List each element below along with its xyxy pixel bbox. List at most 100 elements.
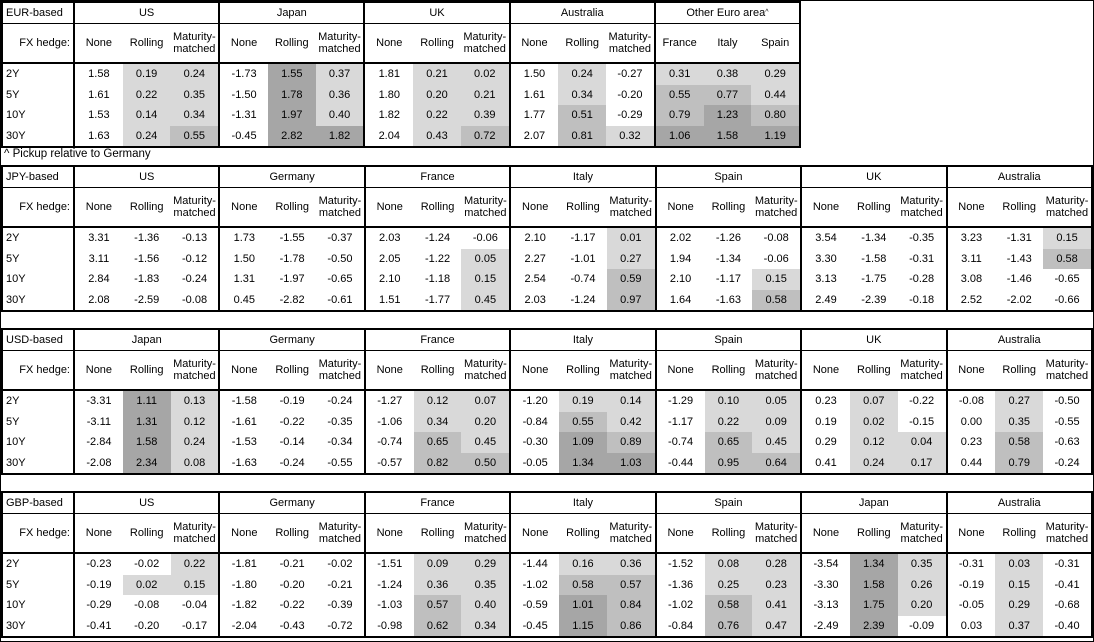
value-cell: 0.59 — [606, 269, 655, 290]
group-values-germany: -1.53 -0.14 -0.34 — [218, 432, 363, 453]
group-values-italy: 2.10 -1.17 0.01 — [509, 228, 655, 249]
data-row-30y: 30Y 1.63 0.24 0.55 -0.45 2.82 1.82 2.04 0.43 0.72… — [3, 125, 800, 146]
group-name: Germany — [269, 334, 315, 346]
footnote-text: Pickup relative to Germany — [12, 148, 151, 160]
value-cell: -1.34 — [861, 232, 887, 245]
value-cell: -1.17 — [668, 415, 694, 428]
value-cell: 1.58 — [88, 68, 110, 81]
col-header-rolling: Rolling — [566, 364, 600, 376]
value-cell: -0.74 — [377, 436, 403, 449]
col-header-maturity-matched: Maturity-matched — [609, 195, 653, 219]
group-values-japan: -2.08 2.34 0.08 — [73, 452, 219, 473]
row-label: 10Y — [6, 599, 26, 612]
group-values-us: -0.41 -0.20 -0.17 — [73, 615, 218, 636]
value-cell: 0.02 — [460, 64, 509, 85]
col-header-spain: Spain — [761, 37, 790, 49]
value-cell: -0.17 — [181, 619, 208, 632]
value-cell: 0.19 — [815, 415, 837, 428]
value-cell: 0.55 — [170, 125, 219, 146]
group-subheaders-italy: None Rolling Maturity-matched — [509, 351, 654, 389]
table-usd-based: USD-based Japan Germany France Italy Spain UK A… — [1, 328, 1093, 475]
value-cell: 0.40 — [461, 595, 510, 616]
group-header-japan: Japan — [218, 3, 363, 23]
group-subheaders-us: None Rolling Maturity-matched — [73, 24, 218, 62]
group-values-spain: -1.29 0.10 0.05 — [654, 391, 801, 412]
value-cell: 0.58 — [559, 574, 607, 595]
value-cell: 0.34 — [413, 411, 462, 432]
value-cell: 0.00 — [960, 415, 983, 428]
group-values-france: -0.98 0.62 0.34 — [363, 615, 510, 636]
group-name: Australia — [997, 334, 1041, 346]
value-cell: 0.41 — [815, 456, 837, 469]
col-header-none: None — [231, 364, 258, 376]
group-values-france: -0.74 0.65 0.45 — [363, 432, 510, 453]
value-cell: -0.08 — [958, 395, 984, 408]
value-cell: 0.23 — [752, 574, 801, 595]
value-cell: 0.34 — [461, 615, 510, 636]
group-values-australia: 0.03 0.37 -0.40 — [945, 615, 1091, 636]
value-cell: -0.06 — [763, 252, 789, 265]
value-cell: -3.31 — [86, 395, 112, 408]
value-cell: 0.58 — [704, 595, 753, 616]
col-header-maturity-matched: Maturity-matched — [609, 358, 653, 382]
value-cell: 0.22 — [413, 105, 461, 126]
value-cell: 2.10 — [379, 273, 401, 286]
group-values-france: 1.51 -1.77 0.45 — [363, 289, 510, 310]
group-values-us: -0.29 -0.08 -0.04 — [73, 595, 218, 616]
value-cell: -1.22 — [425, 252, 451, 265]
value-cell: 0.58 — [995, 432, 1044, 453]
value-cell: -1.58 — [231, 395, 257, 408]
value-cell: 2.10 — [669, 273, 692, 286]
col-header-rolling: Rolling — [420, 527, 455, 539]
value-cell: 0.20 — [897, 595, 946, 616]
data-row-10y: 10Y -0.29 -0.08 -0.04 -1.82 -0.22 -0.39 -1.03 0.… — [3, 595, 1091, 616]
group-header-germany: Germany — [218, 167, 363, 187]
value-cell: 0.77 — [703, 84, 752, 105]
value-cell: -1.27 — [377, 395, 403, 408]
group-subheaders-germany: None Rolling Maturity-matched — [218, 188, 363, 226]
col-header-rolling: Rolling — [129, 527, 164, 539]
value-cell: -3.54 — [813, 558, 839, 571]
value-cell: 1.19 — [751, 125, 800, 146]
value-cell: -0.22 — [279, 599, 305, 612]
col-header-none: None — [231, 201, 258, 213]
group-values-germany: -1.58 -0.19 -0.24 — [218, 391, 363, 412]
group-values-us: 3.31 -1.36 -0.13 — [73, 228, 218, 249]
group-values-spain: 1.94 -1.34 -0.06 — [654, 248, 800, 269]
value-cell: 2.03 — [379, 232, 401, 245]
value-cell: 2.05 — [379, 252, 401, 265]
col-header-rolling: Rolling — [129, 201, 164, 213]
value-cell: -1.24 — [570, 293, 596, 306]
value-cell: 0.07 — [461, 391, 510, 412]
group-values-spain: 2.10 -1.17 0.15 — [654, 269, 801, 290]
value-cell: 0.35 — [170, 84, 219, 105]
value-cell: 0.65 — [413, 432, 462, 453]
value-cell: 0.64 — [752, 452, 801, 473]
value-cell: 1.23 — [703, 105, 752, 126]
value-cell: 0.29 — [815, 436, 837, 449]
group-values-germany: -1.82 -0.22 -0.39 — [218, 595, 363, 616]
group-values-japan: -3.13 1.75 0.20 — [800, 595, 946, 616]
value-cell: 0.41 — [752, 595, 801, 616]
value-cell: 0.24 — [558, 64, 607, 85]
value-cell: -1.24 — [425, 232, 451, 245]
value-cell: 0.09 — [752, 411, 801, 432]
value-cell: -0.13 — [181, 232, 208, 245]
value-cell: -1.61 — [231, 415, 257, 428]
row-label: 5Y — [6, 578, 20, 591]
col-header-maturity-matched: Maturity-matched — [173, 195, 216, 219]
value-cell: 0.21 — [413, 64, 461, 85]
group-values-france: 2.10 -1.18 0.15 — [363, 269, 510, 290]
col-header-maturity-matched: Maturity-matched — [463, 521, 507, 545]
value-cell: 3.54 — [815, 232, 837, 245]
value-cell: 0.03 — [960, 619, 983, 632]
data-row-2y: 2Y 1.58 0.19 0.24 -1.73 1.55 0.37 1.81 0.21 0.02 1… — [3, 64, 800, 85]
col-header-maturity-matched: Maturity-matched — [900, 195, 944, 219]
group-values-australia: 0.23 0.58 -0.63 — [945, 432, 1091, 453]
value-cell: 0.45 — [233, 293, 256, 306]
value-cell: 1.77 — [523, 109, 546, 122]
group-subheaders-japan: None Rolling Maturity-matched — [73, 351, 218, 389]
col-header-none: None — [521, 37, 548, 49]
group-header-australia: Australia — [508, 3, 654, 23]
value-cell: 0.29 — [995, 595, 1044, 616]
